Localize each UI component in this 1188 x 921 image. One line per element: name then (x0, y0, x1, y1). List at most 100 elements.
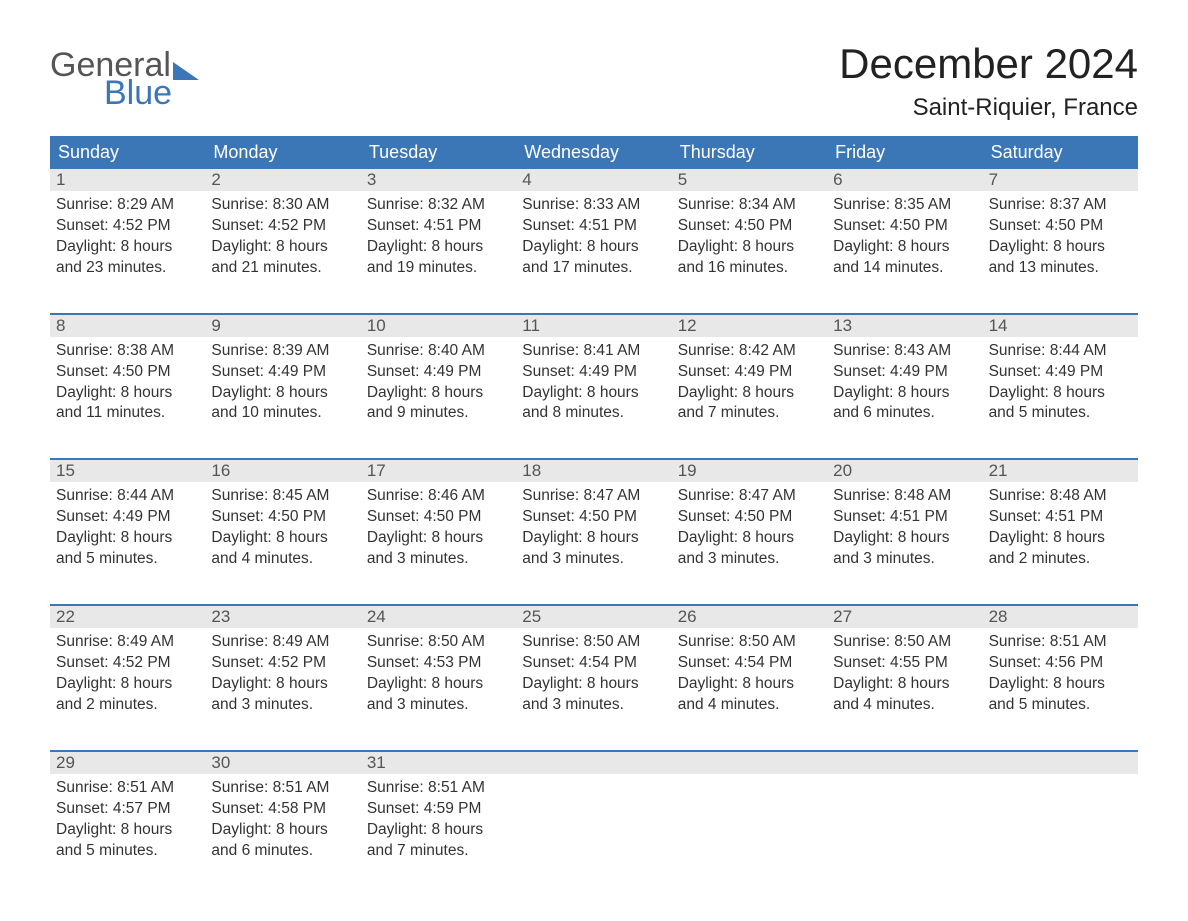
sunset-text: Sunset: 4:59 PM (367, 799, 510, 820)
sunrise-text: Sunrise: 8:47 AM (522, 486, 665, 507)
daylight-text-2: and 8 minutes. (522, 403, 665, 424)
sunrise-text: Sunrise: 8:29 AM (56, 195, 199, 216)
sunrise-text: Sunrise: 8:50 AM (833, 632, 976, 653)
sunrise-text: Sunrise: 8:30 AM (211, 195, 354, 216)
daylight-text-2: and 5 minutes. (989, 695, 1132, 716)
sunrise-text: Sunrise: 8:38 AM (56, 341, 199, 362)
day-number: 3 (361, 169, 516, 191)
day-number-row: 15161718192021 (50, 460, 1138, 482)
day-number: 11 (516, 315, 671, 337)
daylight-text-2: and 3 minutes. (678, 549, 821, 570)
day-number (672, 752, 827, 774)
weekday-label: Wednesday (516, 136, 671, 169)
day-number-row: 1234567 (50, 169, 1138, 191)
calendar-cell: Sunrise: 8:29 AMSunset: 4:52 PMDaylight:… (50, 191, 205, 299)
daylight-text-1: Daylight: 8 hours (56, 383, 199, 404)
calendar-cell: Sunrise: 8:35 AMSunset: 4:50 PMDaylight:… (827, 191, 982, 299)
daylight-text-1: Daylight: 8 hours (522, 237, 665, 258)
calendar-cell: Sunrise: 8:51 AMSunset: 4:58 PMDaylight:… (205, 774, 360, 882)
sunrise-text: Sunrise: 8:50 AM (522, 632, 665, 653)
sunset-text: Sunset: 4:50 PM (989, 216, 1132, 237)
sunset-text: Sunset: 4:50 PM (522, 507, 665, 528)
calendar-week: 1234567Sunrise: 8:29 AMSunset: 4:52 PMDa… (50, 169, 1138, 299)
day-number: 24 (361, 606, 516, 628)
calendar-cell: Sunrise: 8:51 AMSunset: 4:59 PMDaylight:… (361, 774, 516, 882)
sunset-text: Sunset: 4:50 PM (678, 507, 821, 528)
calendar: Sunday Monday Tuesday Wednesday Thursday… (50, 136, 1138, 881)
daylight-text-1: Daylight: 8 hours (833, 237, 976, 258)
daylight-text-1: Daylight: 8 hours (522, 674, 665, 695)
day-number: 4 (516, 169, 671, 191)
sunset-text: Sunset: 4:51 PM (833, 507, 976, 528)
sunrise-text: Sunrise: 8:46 AM (367, 486, 510, 507)
day-number: 29 (50, 752, 205, 774)
day-number: 9 (205, 315, 360, 337)
day-number: 7 (983, 169, 1138, 191)
calendar-cell: Sunrise: 8:47 AMSunset: 4:50 PMDaylight:… (516, 482, 671, 590)
sunset-text: Sunset: 4:57 PM (56, 799, 199, 820)
calendar-week: 891011121314Sunrise: 8:38 AMSunset: 4:50… (50, 313, 1138, 445)
daylight-text-1: Daylight: 8 hours (211, 237, 354, 258)
sunset-text: Sunset: 4:50 PM (678, 216, 821, 237)
calendar-cell: Sunrise: 8:48 AMSunset: 4:51 PMDaylight:… (827, 482, 982, 590)
daylight-text-1: Daylight: 8 hours (989, 528, 1132, 549)
daylight-text-1: Daylight: 8 hours (367, 820, 510, 841)
day-number: 17 (361, 460, 516, 482)
calendar-cell: Sunrise: 8:50 AMSunset: 4:54 PMDaylight:… (672, 628, 827, 736)
calendar-cell: Sunrise: 8:44 AMSunset: 4:49 PMDaylight:… (983, 337, 1138, 445)
daylight-text-1: Daylight: 8 hours (367, 674, 510, 695)
calendar-cell: Sunrise: 8:47 AMSunset: 4:50 PMDaylight:… (672, 482, 827, 590)
day-number: 5 (672, 169, 827, 191)
day-number: 14 (983, 315, 1138, 337)
sunrise-text: Sunrise: 8:48 AM (989, 486, 1132, 507)
daylight-text-2: and 5 minutes. (989, 403, 1132, 424)
sunset-text: Sunset: 4:49 PM (367, 362, 510, 383)
calendar-week: 15161718192021 Sunrise: 8:44 AM Sunset: 4:… (50, 458, 1138, 590)
calendar-cell: Sunrise: 8:50 AMSunset: 4:53 PMDaylight:… (361, 628, 516, 736)
daylight-text-1: Daylight: 8 hours (989, 383, 1132, 404)
daylight-text-1: Daylight: 8 hours (678, 528, 821, 549)
daylight-text-2: and 6 minutes. (211, 841, 354, 862)
sunrise-text: Sunrise: 8:37 AM (989, 195, 1132, 216)
daylight-text-1: Daylight: 8 hours (56, 820, 199, 841)
sunrise-text: Sunrise: 8:50 AM (367, 632, 510, 653)
sunset-text: Sunset: 4:49 PM (833, 362, 976, 383)
daylight-text-2: and 13 minutes. (989, 258, 1132, 279)
sunrise-text: Sunrise: 8:39 AM (211, 341, 354, 362)
daylight-text-1: Daylight: 8 hours (211, 383, 354, 404)
weekday-label: Monday (205, 136, 360, 169)
day-number: 15 (50, 460, 205, 482)
daylight-text-2: and 6 minutes. (833, 403, 976, 424)
sunrise-text: Sunrise: 8:49 AM (56, 632, 199, 653)
day-number: 6 (827, 169, 982, 191)
daylight-text-2: and 3 minutes. (211, 695, 354, 716)
day-number: 1 (50, 169, 205, 191)
calendar-cell: Sunrise: 8:42 AMSunset: 4:49 PMDaylight:… (672, 337, 827, 445)
weekday-label: Tuesday (361, 136, 516, 169)
day-number: 22 (50, 606, 205, 628)
sunrise-text: Sunrise: 8:50 AM (678, 632, 821, 653)
sunset-text: Sunset: 4:55 PM (833, 653, 976, 674)
calendar-cell: Sunrise: 8:45 AMSunset: 4:50 PMDaylight:… (205, 482, 360, 590)
daylight-text-2: and 3 minutes. (367, 549, 510, 570)
day-number-row: 22232425262728 (50, 606, 1138, 628)
day-number (983, 752, 1138, 774)
calendar-cell: Sunrise: 8:50 AMSunset: 4:55 PMDaylight:… (827, 628, 982, 736)
daylight-text-2: and 2 minutes. (56, 695, 199, 716)
calendar-cell: Sunrise: 8:49 AMSunset: 4:52 PMDaylight:… (205, 628, 360, 736)
day-number: 2 (205, 169, 360, 191)
sunrise-text: Sunrise: 8:44 AM (989, 341, 1132, 362)
calendar-cell: Sunrise: 8:50 AMSunset: 4:54 PMDaylight:… (516, 628, 671, 736)
day-number (827, 752, 982, 774)
sunrise-text: Sunrise: 8:44 AM (56, 486, 199, 507)
sunset-text: Sunset: 4:54 PM (678, 653, 821, 674)
daylight-text-1: Daylight: 8 hours (367, 528, 510, 549)
weekday-label: Sunday (50, 136, 205, 169)
sunset-text: Sunset: 4:50 PM (56, 362, 199, 383)
calendar-cell: Sunrise: 8:37 AMSunset: 4:50 PMDaylight:… (983, 191, 1138, 299)
daylight-text-2: and 3 minutes. (367, 695, 510, 716)
daylight-text-2: and 11 minutes. (56, 403, 199, 424)
day-number: 21 (983, 460, 1138, 482)
day-number (516, 752, 671, 774)
calendar-cell: Sunrise: 8:38 AMSunset: 4:50 PMDaylight:… (50, 337, 205, 445)
